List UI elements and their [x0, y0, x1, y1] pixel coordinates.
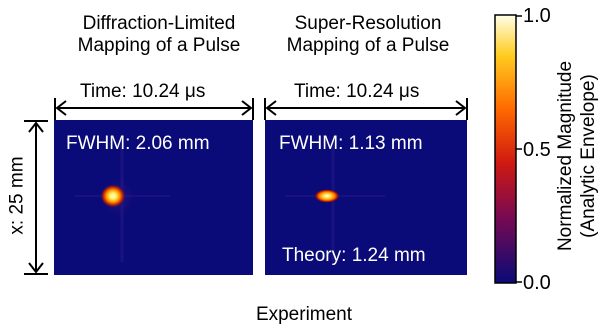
colorbar-tick-0-0: 0.0 [523, 272, 551, 294]
colorbar-tick-0-5: 0.5 [523, 139, 551, 161]
right-time-label: Time: 10.24 μs [294, 81, 420, 102]
x-label: x: 25 mm [6, 156, 28, 235]
left-map [54, 120, 253, 275]
right-title-line2: Mapping of a Pulse [286, 35, 450, 56]
right-map [265, 120, 467, 275]
right-title-line1: Super-Resolution [294, 13, 442, 34]
right-theory-label: Theory: 1.24 mm [282, 245, 426, 266]
left-time-arrow [54, 98, 254, 120]
x-dimension-arrow [24, 120, 48, 275]
left-title-line2: Mapping of a Pulse [77, 35, 241, 56]
footer-label: Experiment [255, 304, 353, 325]
colorbar [494, 14, 522, 284]
right-title: Super-Resolution Mapping of a Pulse [264, 13, 472, 57]
colorbar-label-line2: (Analytic Envelope) [578, 74, 599, 238]
colorbar-label-line1: Normalized Magnitude [555, 60, 576, 252]
colorbar-label: Normalized Magnitude (Analytic Envelope) [554, 26, 600, 286]
colorbar-tick-1-0: 1.0 [523, 5, 551, 27]
left-title: Diffraction-Limited Mapping of a Pulse [56, 13, 262, 57]
right-time-arrow [264, 98, 468, 120]
left-fwhm-label: FWHM: 2.06 mm [66, 133, 210, 154]
left-time-label: Time: 10.24 μs [80, 81, 206, 102]
left-title-line1: Diffraction-Limited [82, 13, 236, 34]
right-fwhm-label: FWHM: 1.13 mm [279, 133, 423, 154]
